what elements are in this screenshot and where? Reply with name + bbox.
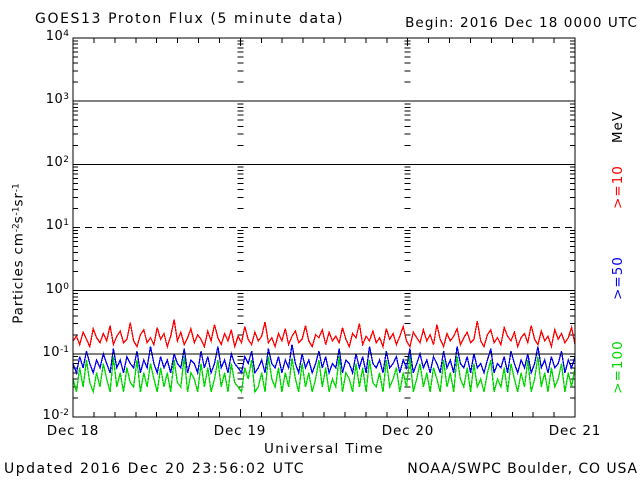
series-label-ge100: >=100 (610, 340, 626, 394)
x-axis-label: Universal Time (263, 441, 385, 457)
x-tick-label-dec20: Dec 20 (381, 423, 435, 439)
x-tick-label-dec19: Dec 19 (213, 423, 267, 439)
series-label-ge50: >=50 (610, 256, 626, 300)
x-tick-label-dec21: Dec 21 (548, 423, 602, 439)
y-tick-label: 102 (45, 155, 69, 170)
y-axis-label: Particles cm-2s-1sr-1 (10, 183, 27, 324)
attribution-label: NOAA/SWPC Boulder, CO USA (407, 461, 638, 477)
x-tick-label-dec18: Dec 18 (46, 423, 100, 439)
y-tick-label: 103 (45, 92, 69, 107)
y-tick-label: 101 (45, 218, 69, 233)
y-tick-label: 100 (45, 282, 69, 297)
begin-time-label: Begin: 2016 Dec 18 0000 UTC (405, 15, 638, 31)
chart-title: GOES13 Proton Flux (5 minute data) (35, 11, 345, 27)
series-label-ge10: >=10 (610, 165, 626, 209)
y-tick-label: 10-1 (42, 345, 69, 360)
y-tick-label: 104 (45, 29, 69, 44)
updated-timestamp: Updated 2016 Dec 20 23:56:02 UTC (4, 461, 306, 477)
y-tick-label: 10-2 (42, 408, 69, 423)
